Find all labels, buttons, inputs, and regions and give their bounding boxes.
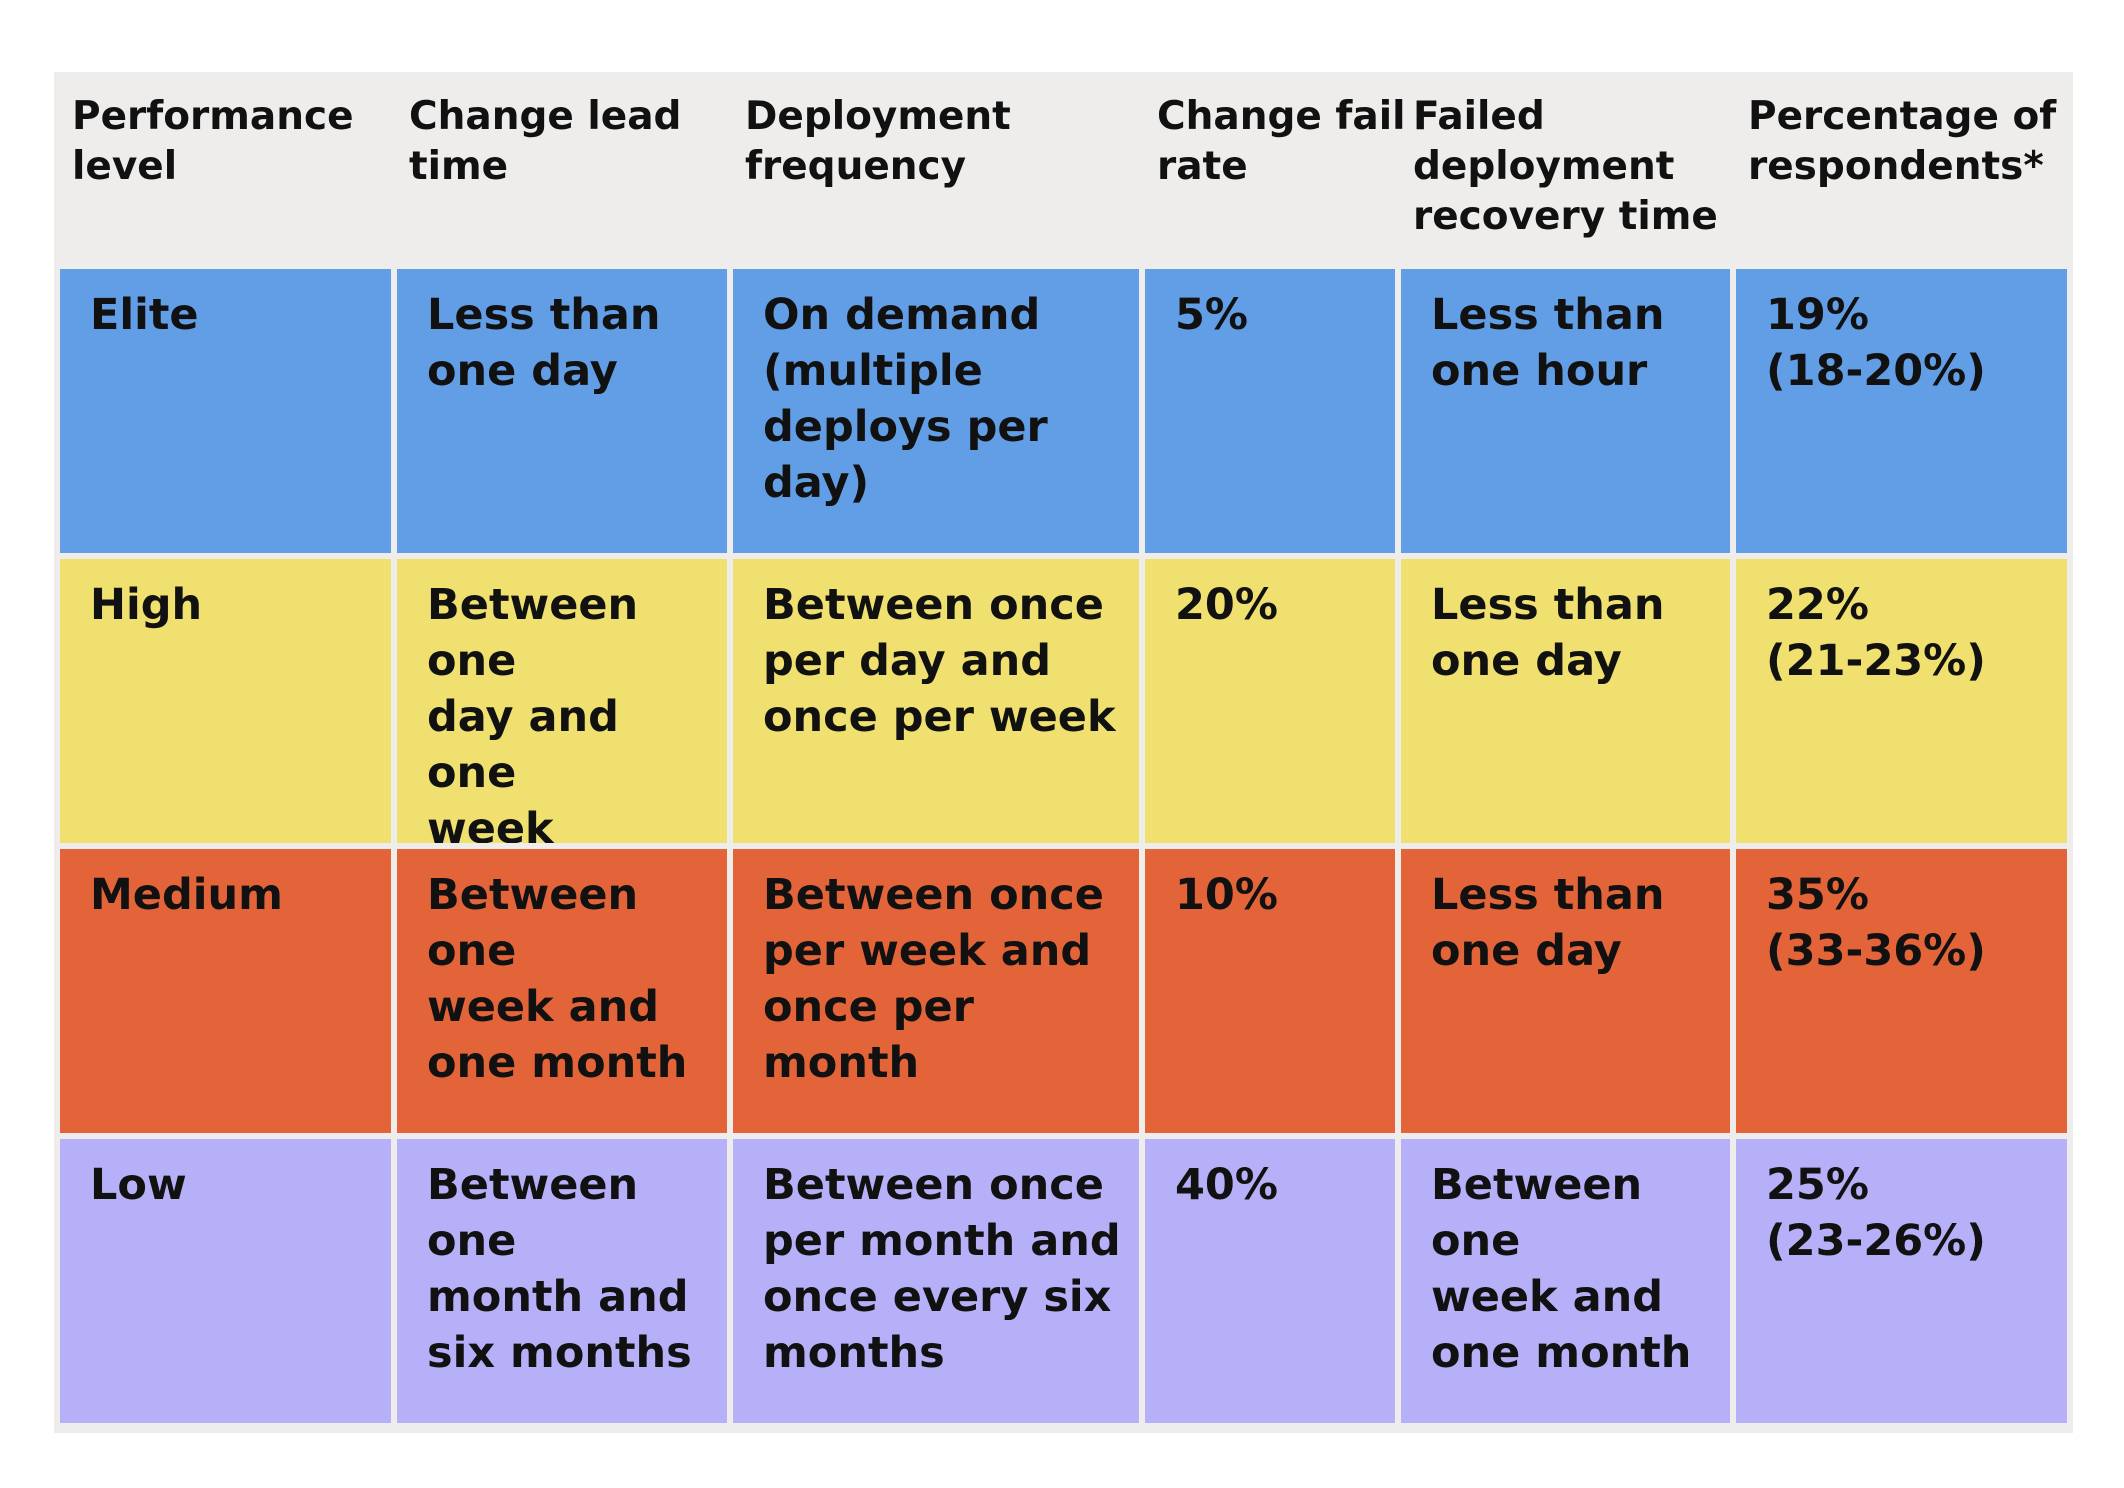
header-deployment-frequency: Deployment frequency (745, 94, 1011, 189)
cell-performance-level: Elite (60, 269, 391, 553)
cell-change-lead-time: Between one week and one month (397, 849, 727, 1133)
cell-performance-level: Medium (60, 849, 391, 1133)
cell-performance-level: Low (60, 1139, 391, 1423)
cell-percentage-respondents: 35% (33-36%) (1736, 849, 2067, 1133)
cell-performance-level: High (60, 559, 391, 843)
cell-change-lead-time: Less than one day (397, 269, 727, 553)
cell-deployment-frequency: Between once per month and once every si… (733, 1139, 1139, 1423)
cell-percentage-respondents: 19% (18-20%) (1736, 269, 2067, 553)
cell-percentage-respondents: 25% (23-26%) (1736, 1139, 2067, 1423)
header-change-lead-time: Change lead time (409, 94, 682, 189)
header-performance-level: Performance level (72, 94, 354, 189)
cell-recovery-time: Less than one hour (1401, 269, 1730, 553)
cell-percentage-respondents: 22% (21-23%) (1736, 559, 2067, 843)
table-header-row: Performance level Change lead time Deplo… (54, 72, 2073, 269)
cell-recovery-time: Less than one day (1401, 559, 1730, 843)
cell-deployment-frequency: Between once per week and once per month (733, 849, 1139, 1133)
header-change-fail-rate: Change fail rate (1157, 94, 1406, 189)
header-percentage-respondents: Percentage of respondents* (1748, 94, 2057, 189)
cell-change-lead-time: Between one day and one week (397, 559, 727, 843)
header-recovery-time: Failed deployment recovery time (1413, 94, 1718, 239)
cell-deployment-frequency: Between once per day and once per week (733, 559, 1139, 843)
cell-change-fail-rate: 40% (1145, 1139, 1395, 1423)
cell-change-fail-rate: 20% (1145, 559, 1395, 843)
cell-recovery-time: Less than one day (1401, 849, 1730, 1133)
cell-change-fail-rate: 10% (1145, 849, 1395, 1133)
performance-table: Performance level Change lead time Deplo… (54, 72, 2073, 1433)
cell-change-fail-rate: 5% (1145, 269, 1395, 553)
cell-change-lead-time: Between one month and six months (397, 1139, 727, 1423)
cell-deployment-frequency: On demand (multiple deploys per day) (733, 269, 1139, 553)
cell-recovery-time: Between one week and one month (1401, 1139, 1730, 1423)
